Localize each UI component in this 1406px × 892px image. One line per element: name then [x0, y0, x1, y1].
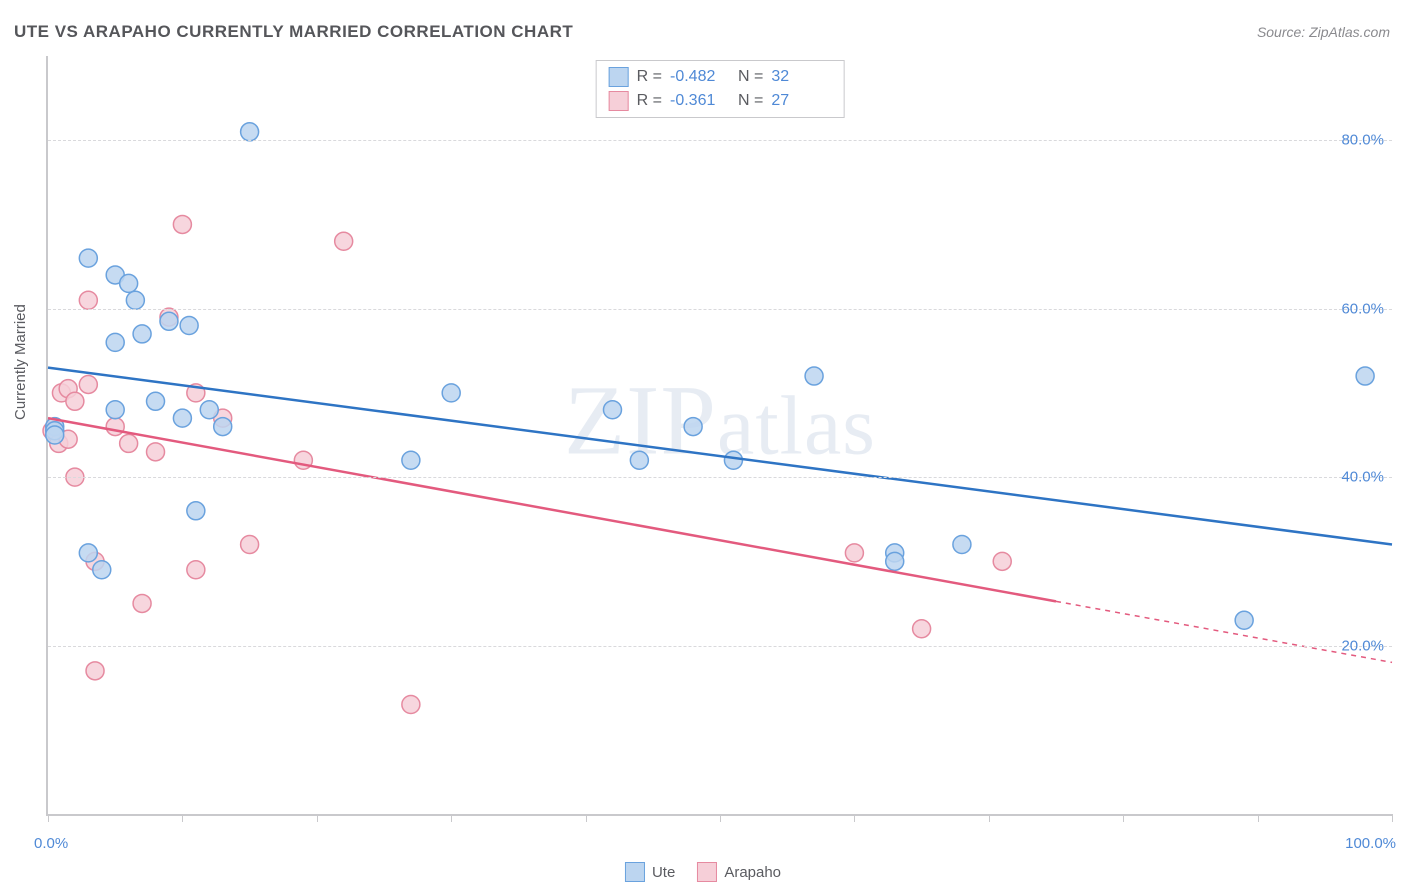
legend-item-arapaho: Arapaho	[697, 862, 781, 882]
chart-container: UTE VS ARAPAHO CURRENTLY MARRIED CORRELA…	[0, 0, 1406, 892]
data-point	[79, 544, 97, 562]
data-point	[630, 451, 648, 469]
x-tick	[1258, 814, 1259, 822]
data-point	[335, 232, 353, 250]
chart-title: UTE VS ARAPAHO CURRENTLY MARRIED CORRELA…	[14, 22, 573, 42]
x-tick	[317, 814, 318, 822]
gridline-h	[48, 477, 1392, 478]
gridline-h	[48, 140, 1392, 141]
x-tick	[989, 814, 990, 822]
data-point	[106, 418, 124, 436]
x-tick	[451, 814, 452, 822]
data-point	[147, 392, 165, 410]
data-point	[953, 535, 971, 553]
data-point	[993, 552, 1011, 570]
data-point	[180, 317, 198, 335]
data-point	[147, 443, 165, 461]
x-tick	[48, 814, 49, 822]
plot-area: ZIPatlas R = -0.482 N = 32 R = -0.361 N …	[46, 56, 1392, 816]
x-tick	[1392, 814, 1393, 822]
x-tick	[1123, 814, 1124, 822]
legend-label-arapaho: Arapaho	[724, 864, 781, 881]
x-tick-label-min: 0.0%	[34, 835, 68, 852]
data-point	[133, 594, 151, 612]
data-point	[187, 561, 205, 579]
data-point	[93, 561, 111, 579]
data-point	[241, 123, 259, 141]
data-point	[886, 552, 904, 570]
data-point	[200, 401, 218, 419]
data-point	[402, 451, 420, 469]
data-point	[1235, 611, 1253, 629]
data-point	[79, 375, 97, 393]
y-tick-label: 60.0%	[1341, 300, 1384, 317]
y-tick-label: 40.0%	[1341, 469, 1384, 486]
legend-series: Ute Arapaho	[625, 862, 781, 882]
y-tick-label: 20.0%	[1341, 637, 1384, 654]
legend-item-ute: Ute	[625, 862, 675, 882]
data-point	[913, 620, 931, 638]
gridline-h	[48, 646, 1392, 647]
data-point	[46, 426, 64, 444]
plot-svg	[48, 56, 1392, 814]
legend-label-ute: Ute	[652, 864, 675, 881]
data-point	[684, 418, 702, 436]
source-label: Source: ZipAtlas.com	[1257, 24, 1390, 40]
data-point	[402, 696, 420, 714]
data-point	[160, 312, 178, 330]
x-tick	[586, 814, 587, 822]
data-point	[442, 384, 460, 402]
x-tick	[854, 814, 855, 822]
data-point	[126, 291, 144, 309]
y-tick-label: 80.0%	[1341, 132, 1384, 149]
data-point	[79, 291, 97, 309]
data-point	[173, 409, 191, 427]
data-point	[173, 215, 191, 233]
data-point	[106, 333, 124, 351]
data-point	[241, 535, 259, 553]
swatch-ute	[625, 862, 645, 882]
data-point	[133, 325, 151, 343]
data-point	[845, 544, 863, 562]
swatch-arapaho	[697, 862, 717, 882]
data-point	[66, 392, 84, 410]
x-tick	[720, 814, 721, 822]
data-point	[214, 418, 232, 436]
data-point	[106, 401, 124, 419]
data-point	[120, 434, 138, 452]
data-point	[187, 502, 205, 520]
x-tick-label-max: 100.0%	[1345, 835, 1396, 852]
data-point	[805, 367, 823, 385]
gridline-h	[48, 309, 1392, 310]
data-point	[603, 401, 621, 419]
data-point	[724, 451, 742, 469]
data-point	[79, 249, 97, 267]
data-point	[1356, 367, 1374, 385]
x-tick	[182, 814, 183, 822]
data-point	[86, 662, 104, 680]
data-point	[120, 274, 138, 292]
y-axis-label: Currently Married	[12, 304, 29, 420]
